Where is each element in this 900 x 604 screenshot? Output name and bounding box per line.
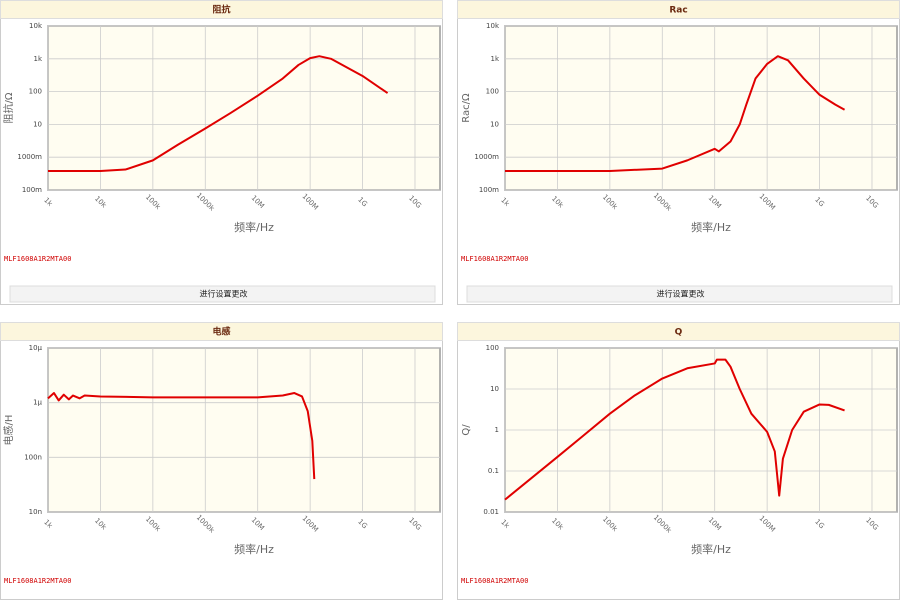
part-number: MLF1608A1R2MTA00 xyxy=(461,255,528,263)
plot-area xyxy=(504,25,898,191)
part-number: MLF1608A1R2MTA00 xyxy=(4,255,71,263)
y-tick-label: 10 xyxy=(490,120,499,128)
y-tick-label: 10n xyxy=(29,508,42,516)
part-number: MLF1608A1R2MTA00 xyxy=(461,577,528,585)
settings-button[interactable] xyxy=(9,285,436,303)
y-axis-label: Rac/Ω xyxy=(461,93,472,123)
data-line xyxy=(47,392,316,480)
y-axis-label: 电感/H xyxy=(2,415,15,446)
x-axis-label: 频率/Hz xyxy=(234,542,274,556)
panel-title: 阻抗 xyxy=(212,4,230,16)
data-line xyxy=(505,55,846,172)
part-number: MLF1608A1R2MTA00 xyxy=(4,577,71,585)
panel-title: Q xyxy=(675,328,683,338)
y-axis-label: 阻抗/Ω xyxy=(2,92,15,123)
y-tick-label: 100m xyxy=(479,186,499,194)
y-tick-label: 100m xyxy=(22,186,42,194)
plot-area xyxy=(47,347,441,513)
y-tick-label: 1k xyxy=(33,55,42,63)
data-line xyxy=(48,55,389,172)
settings-button-label[interactable]: 进行设置更改 xyxy=(657,289,705,299)
x-axis-label: 频率/Hz xyxy=(234,220,274,234)
settings-button-label[interactable]: 进行设置更改 xyxy=(200,289,248,299)
y-axis-label: Q/ xyxy=(461,424,472,436)
y-tick-label: 100 xyxy=(29,88,42,96)
plot-area xyxy=(47,25,441,191)
y-tick-label: 1000m xyxy=(474,153,499,161)
data-line xyxy=(504,358,845,501)
y-tick-label: 1 xyxy=(495,426,499,434)
y-tick-label: 10μ xyxy=(29,344,43,352)
y-tick-label: 1000m xyxy=(17,153,42,161)
chart-panel: Q1k 10k 100k 1000k 10M 100M 1G 10G0.010.1110100… xyxy=(457,322,900,600)
settings-button[interactable] xyxy=(466,285,893,303)
y-tick-label: 10k xyxy=(29,22,43,30)
panel-title: 电感 xyxy=(212,326,230,338)
x-axis-label: 频率/Hz xyxy=(691,542,731,556)
y-tick-label: 10 xyxy=(490,385,499,393)
y-tick-label: 1k xyxy=(490,55,499,63)
panel-title: Rac xyxy=(669,6,687,16)
x-axis-label: 频率/Hz xyxy=(691,220,731,234)
y-tick-label: 10 xyxy=(33,120,42,128)
y-tick-label: 100 xyxy=(486,344,499,352)
y-tick-label: 100 xyxy=(486,88,499,96)
y-tick-label: 0.1 xyxy=(488,467,499,475)
panel-header xyxy=(0,322,443,341)
y-tick-label: 100n xyxy=(24,453,42,461)
panel-header xyxy=(0,0,443,19)
y-tick-label: 1μ xyxy=(33,399,42,407)
y-tick-label: 10k xyxy=(486,22,500,30)
y-tick-label: 0.01 xyxy=(483,508,499,516)
